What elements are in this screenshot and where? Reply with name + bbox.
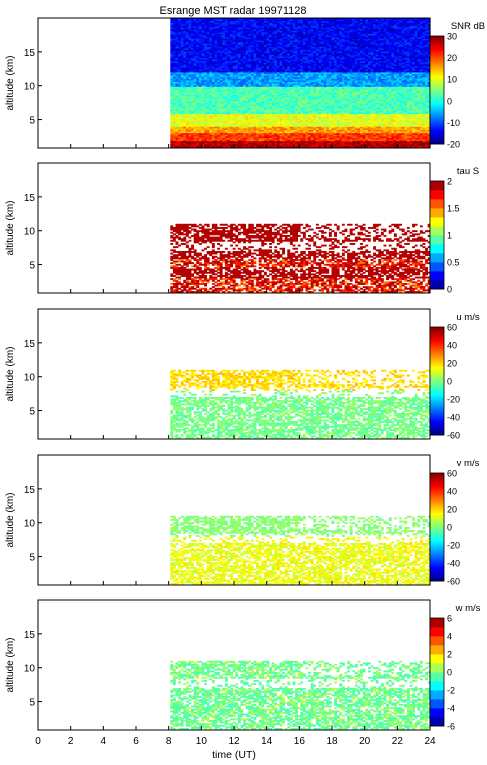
figure-title: Esrange MST radar 19971128 bbox=[160, 5, 307, 17]
panel-1-image bbox=[170, 18, 430, 148]
